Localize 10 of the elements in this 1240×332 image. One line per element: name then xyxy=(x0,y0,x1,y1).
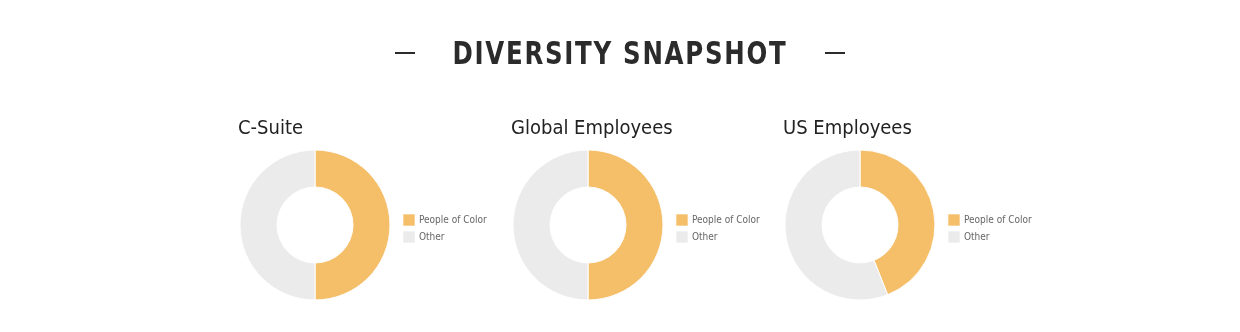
legend-label: People of Color xyxy=(419,214,488,225)
chart-title: C-Suite xyxy=(238,115,304,139)
chart-title: US Employees xyxy=(783,115,912,139)
legend-label: Other xyxy=(964,231,990,242)
legend-label: People of Color xyxy=(964,214,1033,225)
legend-label: People of Color xyxy=(692,214,761,225)
chart-title: Global Employees xyxy=(511,115,673,139)
legend-label: Other xyxy=(692,231,718,242)
text: DIVERSITY SNAPSHOT xyxy=(452,34,788,72)
legend-label: Other xyxy=(419,231,445,242)
